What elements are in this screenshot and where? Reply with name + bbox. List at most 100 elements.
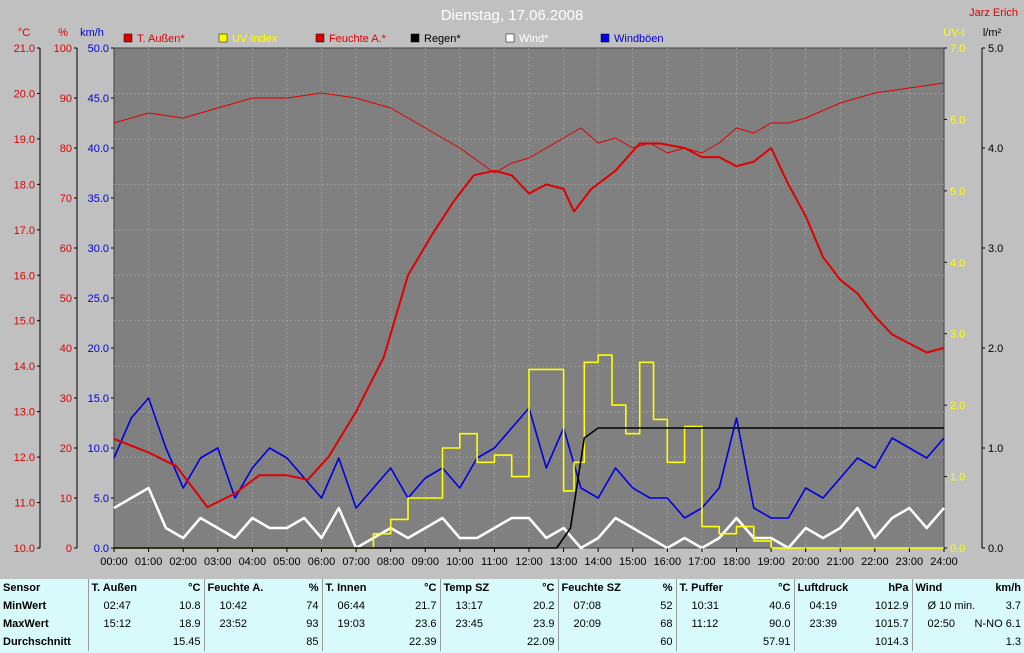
stats-cell: 93 23:52 xyxy=(203,615,322,633)
hum-tick-label: 60 xyxy=(60,243,72,255)
stats-time: 23:45 xyxy=(455,618,484,630)
stats-value: 15.45 xyxy=(172,636,201,648)
stats-header-unit: °C xyxy=(424,582,437,594)
stats-header-cell: °C T. Außen xyxy=(87,579,204,597)
x-tick-label: 01:00 xyxy=(135,556,163,568)
wind-tick-label: 10.0 xyxy=(88,443,109,455)
stats-cell: 57.91 xyxy=(675,633,794,651)
wind-tick-label: 25.0 xyxy=(88,293,109,305)
stats-value: N-NO 6.1 xyxy=(974,618,1021,630)
stats-cell: 23.9 23:45 xyxy=(439,615,558,633)
rain-tick-label: 0.0 xyxy=(988,543,1003,555)
rain-tick-label: 5.0 xyxy=(988,43,1003,55)
stats-cell: 3.7 Ø 10 min. xyxy=(911,597,1024,615)
stats-cell: 1014.3 xyxy=(793,633,912,651)
stats-value: 93 xyxy=(306,618,319,630)
stats-cell: 1012.9 04:19 xyxy=(793,597,912,615)
stats-value: 90.0 xyxy=(769,618,791,630)
stats-header-unit: °C xyxy=(188,582,201,594)
stats-value: 3.7 xyxy=(1005,600,1021,612)
stats-value: 18.9 xyxy=(179,618,201,630)
stats-value: 85 xyxy=(306,636,319,648)
stats-time xyxy=(798,636,810,648)
wind-tick-label: 45.0 xyxy=(88,93,109,105)
stats-header-label: Feuchte SZ xyxy=(561,582,621,594)
stats-time: 10:31 xyxy=(691,600,720,612)
stats-value: 23.9 xyxy=(533,618,555,630)
uv-unit-label: UV-I xyxy=(943,27,964,39)
hum-tick-label: 10 xyxy=(60,493,72,505)
stats-value: 1.3 xyxy=(1005,636,1021,648)
x-tick-label: 20:00 xyxy=(792,556,820,568)
x-tick-label: 08:00 xyxy=(377,556,405,568)
legend-swatch xyxy=(315,33,325,43)
stats-cell: 90.0 11:12 xyxy=(675,615,794,633)
stats-time xyxy=(444,636,456,648)
stats-value: 23.6 xyxy=(415,618,437,630)
temp-tick-label: 12.0 xyxy=(14,452,35,464)
rain-unit-label: l/m² xyxy=(983,27,1002,39)
stats-time: 23:39 xyxy=(809,618,838,630)
stats-row: MinWert 10.8 02:47 74 10:42 21.7 06:44 20.2 13:1… xyxy=(0,597,1024,615)
stats-header-cell: hPa Luftdruck xyxy=(793,579,912,597)
x-tick-label: 22:00 xyxy=(861,556,889,568)
hum-tick-label: 100 xyxy=(54,43,72,55)
stats-cell: 20.2 13:17 xyxy=(439,597,558,615)
stats-time xyxy=(562,636,574,648)
x-tick-label: 18:00 xyxy=(723,556,751,568)
legend-swatch xyxy=(505,33,515,43)
stats-value: 1012.9 xyxy=(874,600,909,612)
stats-cell: 52 07:08 xyxy=(557,597,676,615)
rain-series-line xyxy=(114,427,944,549)
stats-header-unit: km/h xyxy=(995,582,1021,594)
stats-cell: 60 xyxy=(557,633,676,651)
uv-tick-label: 1.0 xyxy=(950,472,965,484)
hum-tick-label: 50 xyxy=(60,293,72,305)
wind-tick-label: 5.0 xyxy=(94,493,109,505)
temp-tick-label: 14.0 xyxy=(14,361,35,373)
stats-value: 52 xyxy=(660,600,673,612)
stats-time xyxy=(92,636,104,648)
hum-tick-label: 20 xyxy=(60,443,72,455)
stats-cell: 40.6 10:31 xyxy=(675,597,794,615)
x-tick-label: 03:00 xyxy=(204,556,232,568)
stats-header-unit: % xyxy=(308,582,319,594)
stats-cell: 15.45 xyxy=(87,633,204,651)
stats-header-label: Feuchte A. xyxy=(207,582,264,594)
stats-header-cell: % Feuchte A. xyxy=(203,579,322,597)
hum-tick-label: 80 xyxy=(60,143,72,155)
stats-panel: Sensor °C T. Außen% Feuchte A. °C T. Innen °C T… xyxy=(0,579,1024,653)
x-tick-label: 12:00 xyxy=(515,556,543,568)
legend-label: UV Index xyxy=(232,33,278,45)
stats-value: 1014.3 xyxy=(874,636,909,648)
stats-value: 60 xyxy=(660,636,673,648)
stats-row-label: MinWert xyxy=(3,600,47,612)
wind-series-line xyxy=(113,486,945,550)
stats-header-unit: °C xyxy=(778,582,791,594)
stats-cell: 21.7 06:44 xyxy=(321,597,440,615)
stats-header-label: T. Innen xyxy=(325,582,367,594)
stats-value: 20.2 xyxy=(533,600,555,612)
x-axis: 00:00 01:00 02:00 03:00 04:00 05:00 06:00 07:00… xyxy=(100,548,958,568)
x-tick-label: 14:00 xyxy=(584,556,612,568)
stats-value: 68 xyxy=(660,618,673,630)
stats-time: 11:12 xyxy=(691,618,719,630)
stats-value: 22.09 xyxy=(526,636,555,648)
rain-tick-label: 3.0 xyxy=(988,243,1003,255)
wind-tick-label: 30.0 xyxy=(88,243,109,255)
stats-value: 10.8 xyxy=(179,600,201,612)
uv-tick-label: 2.0 xyxy=(950,400,965,412)
rain-tick-label: 4.0 xyxy=(988,143,1003,155)
temp-tick-label: 20.0 xyxy=(14,88,35,100)
stats-cell: 1.3 xyxy=(911,633,1024,651)
stats-time: 15:12 xyxy=(103,618,132,630)
x-tick-label: 05:00 xyxy=(273,556,301,568)
stats-cell: 23.6 19:03 xyxy=(321,615,440,633)
legend-swatch xyxy=(410,33,420,43)
x-tick-label: 23:00 xyxy=(896,556,924,568)
legend-label: Regen* xyxy=(424,33,461,45)
stats-header-label: Wind xyxy=(915,582,943,594)
legend-label: Windböen xyxy=(614,33,664,45)
temp-tick-label: 13.0 xyxy=(14,407,35,419)
stats-value: 22.39 xyxy=(408,636,437,648)
